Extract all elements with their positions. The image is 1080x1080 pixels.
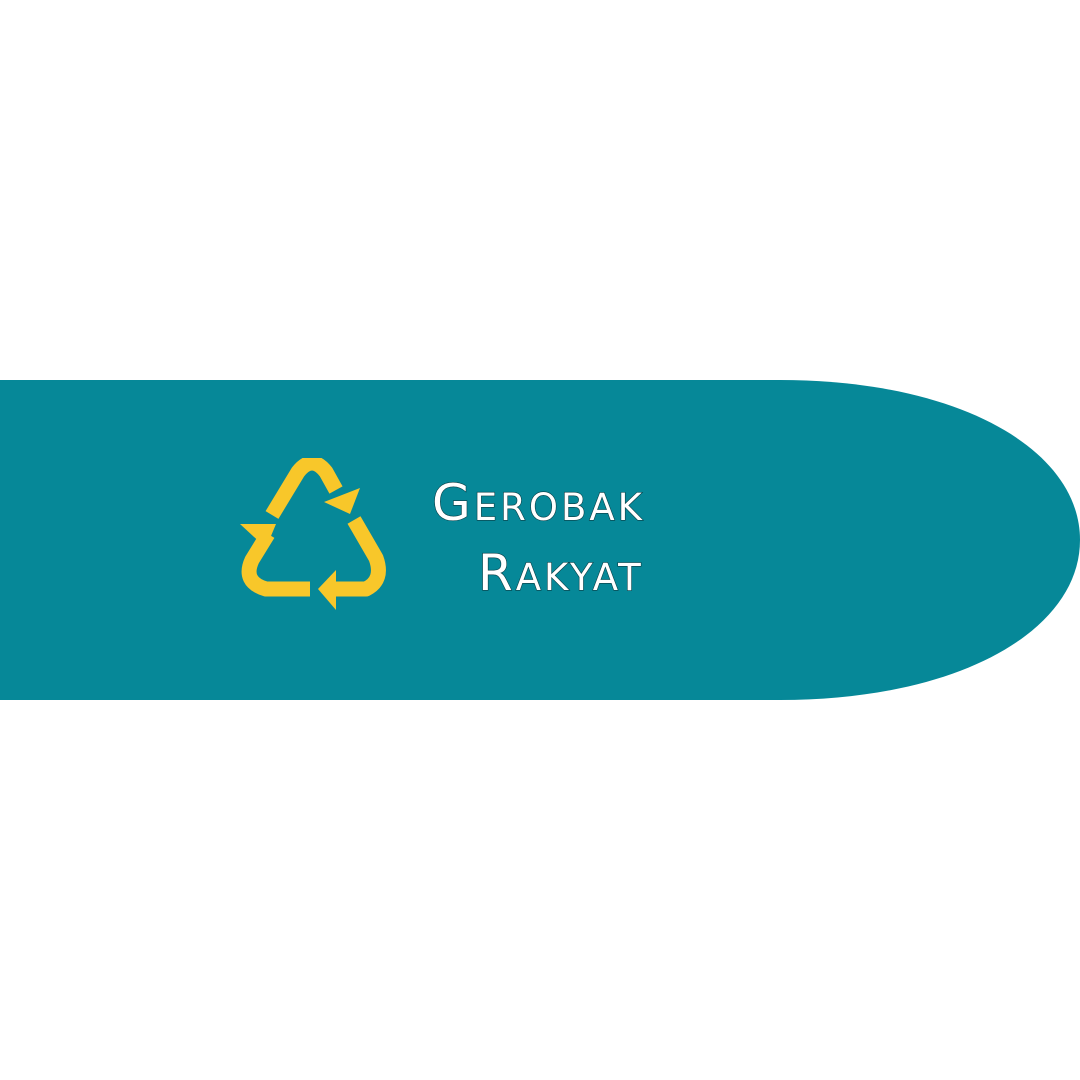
teal-banner <box>0 380 1080 700</box>
brand-line2-rest: akyat <box>515 556 644 599</box>
brand-name-line1: Gerobak <box>431 477 645 529</box>
brand-name-line2: Rakyat <box>477 547 644 599</box>
brand-line1-initial: G <box>431 474 474 532</box>
recycle-icon <box>232 455 392 613</box>
brand-wordmark: Gerobak Rakyat <box>431 477 832 599</box>
brand-line2-initial: R <box>477 544 516 602</box>
brand-line1-rest: erobak <box>473 486 645 529</box>
banner-shape <box>0 380 1080 700</box>
